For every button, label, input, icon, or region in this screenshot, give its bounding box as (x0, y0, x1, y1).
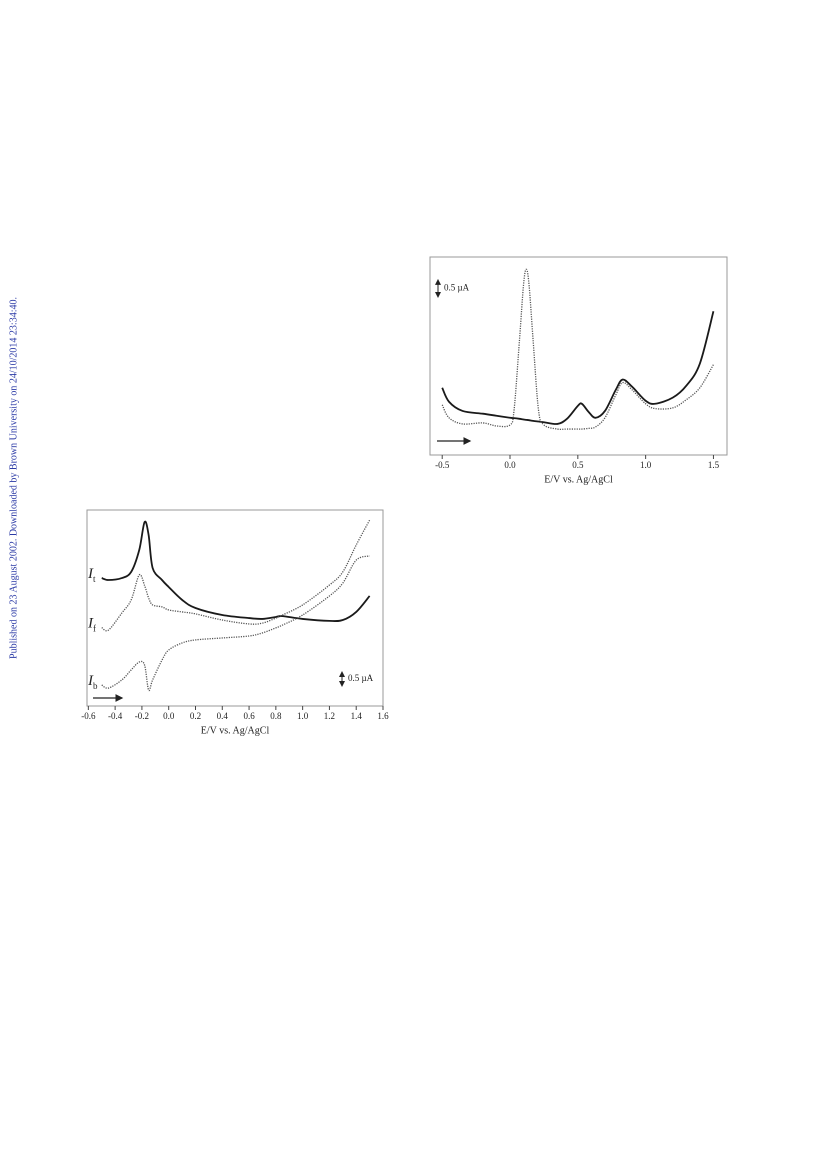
series-line (101, 519, 371, 632)
x-tick-label: -0.5 (435, 460, 450, 470)
series-line (101, 520, 371, 622)
x-tick-label: 1.4 (351, 711, 363, 721)
download-notice: Published on 23 August 2002. Downloaded … (8, 297, 19, 659)
x-tick-label: 0.4 (217, 711, 229, 721)
x-axis-label: E/V vs. Ag/AgCl (544, 474, 613, 485)
x-tick-label: 1.6 (377, 711, 389, 721)
x-tick-label: 0.0 (163, 711, 175, 721)
curve-label-subscript: b (93, 681, 98, 691)
x-tick-label: 0.0 (504, 460, 516, 470)
curve-label-name: I (87, 616, 94, 632)
x-tick-label: 0.6 (243, 711, 255, 721)
chart: -0.5 0.0 0.5 1.0 1.5 E/V vs. Ag/AgCl 0.5 µA (429, 256, 728, 485)
curve-label: It (87, 566, 96, 584)
plot-frame (86, 509, 384, 707)
x-tick-label: 1.0 (640, 460, 652, 470)
scale-bar-label: 0.5 µA (348, 673, 374, 683)
x-tick-label: -0.4 (108, 711, 123, 721)
x-tick-label: 1.5 (708, 460, 720, 470)
x-tick-label: 0.5 (572, 460, 584, 470)
curve-label: If (87, 616, 96, 634)
series-line (441, 311, 715, 425)
x-tick-label: 0.8 (270, 711, 282, 721)
chart: -0.6 -0.4 -0.2 0.0 0.2 0.4 0.6 0.8 1.0 1.2 1.4 1.6 E… (81, 509, 389, 736)
x-axis-label: E/V vs. Ag/AgCl (201, 725, 270, 736)
x-tick-label: -0.2 (135, 711, 149, 721)
x-tick-label: 1.0 (297, 711, 309, 721)
x-tick-label: -0.6 (81, 711, 96, 721)
curve-label-name: I (87, 673, 94, 689)
curve-label-subscript: t (93, 574, 96, 584)
plot-frame (429, 256, 728, 456)
x-tick-label: 1.2 (324, 711, 335, 721)
series-line (101, 555, 370, 692)
series-line (441, 268, 715, 431)
curve-label: Ib (87, 673, 98, 691)
curve-label-name: I (87, 566, 94, 582)
curve-label-subscript: f (93, 624, 96, 634)
x-tick-label: 0.2 (190, 711, 201, 721)
scale-bar-label: 0.5 µA (444, 283, 470, 293)
